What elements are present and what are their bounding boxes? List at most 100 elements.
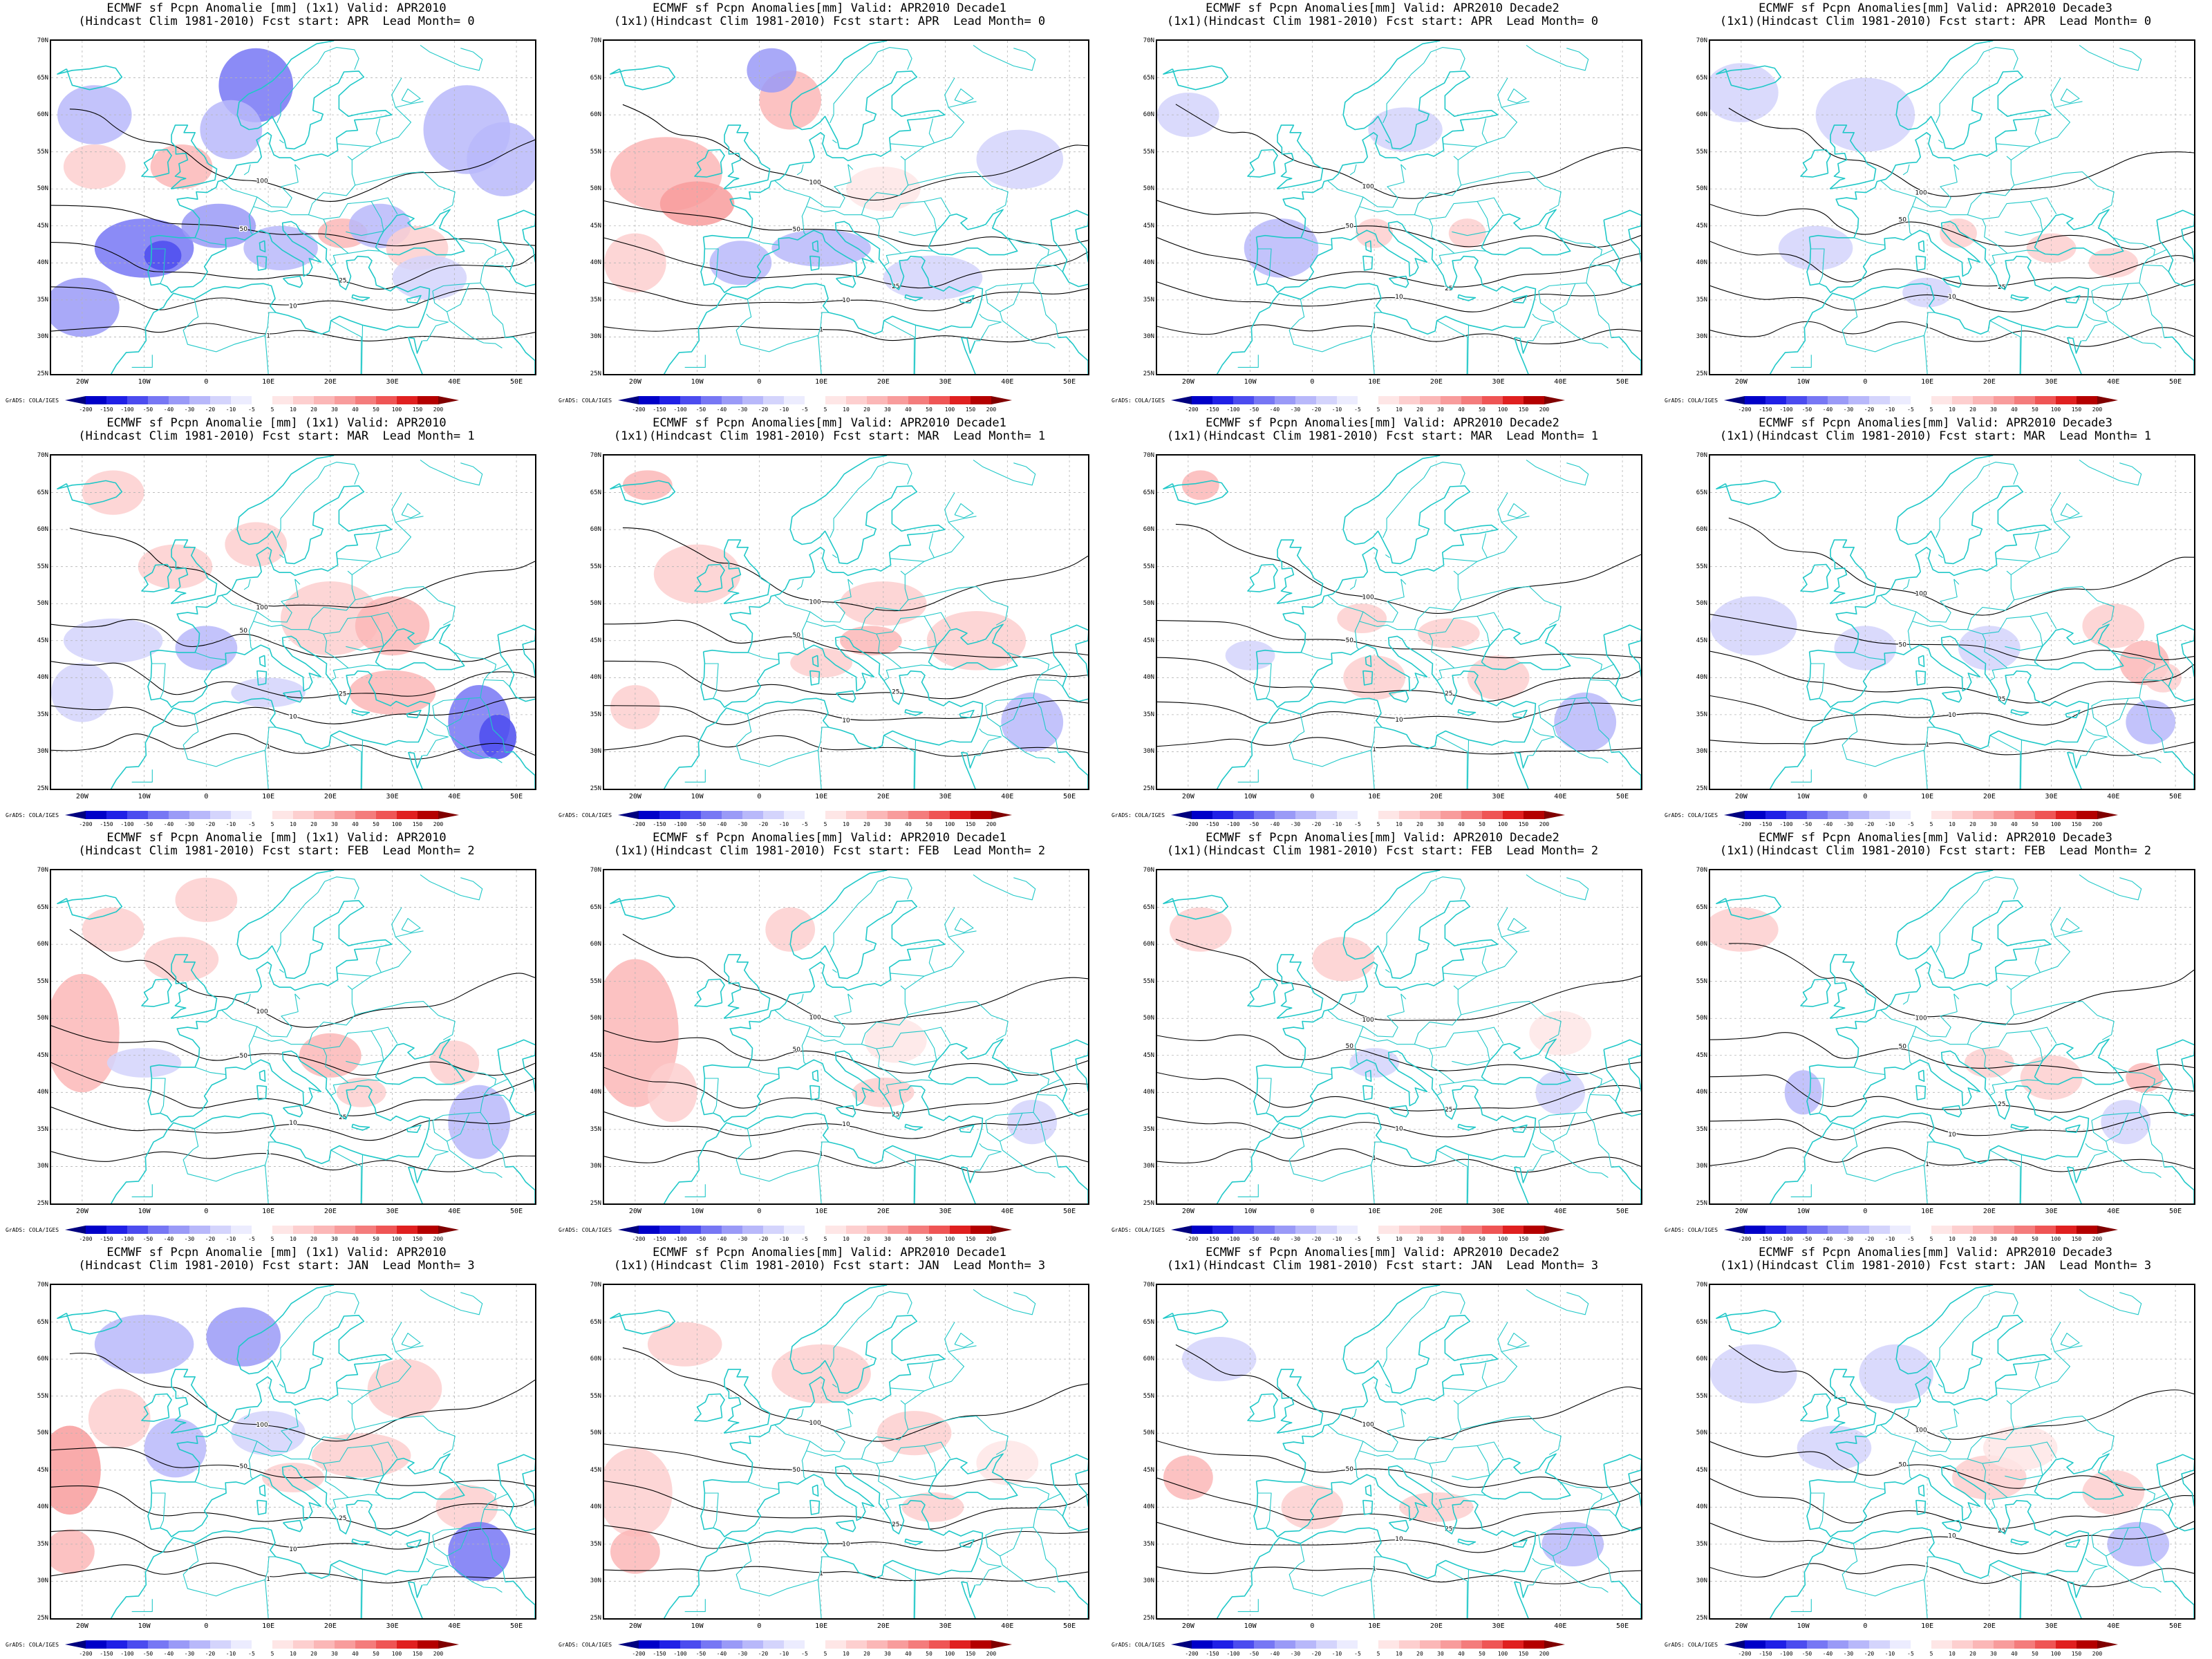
latitude-label: 65N [37,1318,48,1326]
contour-label: 10 [1395,1536,1403,1543]
country-border [1362,1408,1405,1452]
latitude-label: 50N [1696,1015,1707,1022]
country-border [256,993,299,1038]
country-border [276,881,326,953]
coastline [2156,209,2194,288]
colorbar-label: 20 [1969,1651,1976,1657]
colorbar-min-triangle [65,811,86,819]
country-border [883,735,915,789]
colorbar-labels: -200 -150 -100 -50 -40 -30 -20 -10 -5 5 10 20 30 40 50… [1106,1651,1659,1659]
colorbar-cell [1848,1640,1869,1649]
colorbar-label: -30 [737,406,748,413]
latitude-label: 35N [37,711,48,718]
latitude-label: 55N [590,977,601,985]
longitude-label: 0 [1863,793,1868,800]
colorbar-label: 200 [433,821,444,827]
colorbar-cell [127,1640,148,1649]
colorbar-label: 40 [905,821,912,827]
colorbar-cell [1254,1640,1275,1649]
country-border [1538,1120,1553,1142]
longitude-label: 20W [628,793,641,800]
colorbar-label: -150 [653,1236,666,1242]
colorbar-label: 200 [2092,1236,2103,1242]
contour-line [51,242,535,290]
colorbar-label: -5 [248,1236,255,1242]
negative-anomaly-area [2126,700,2176,744]
latitude-label: 40N [37,674,48,682]
longitude-label: 10W [691,793,704,800]
colorbar-cell [148,396,169,404]
longitude-label: 50E [1616,1622,1629,1630]
longitude-label: 20E [324,793,337,800]
coastline [1365,655,1372,668]
contour-line [51,205,535,247]
country-border [1553,1113,1609,1178]
longitude-label: 20W [1734,793,1747,800]
contour-label: 25 [1445,285,1452,292]
coastline [1809,456,2052,653]
coastline [1611,751,1641,789]
latitude-label: 25N [1143,371,1154,377]
coastline [2067,1166,2082,1203]
colorbar-cell [252,1226,272,1234]
country-border [494,664,508,671]
country-border [1327,594,1364,650]
colorbar-label: -5 [1354,1236,1361,1242]
latitude-label: 25N [590,371,601,377]
colorbar-cell [971,1226,991,1234]
country-border [1989,1082,2007,1096]
coastline [259,240,266,253]
colorbar-label: -150 [653,1651,666,1657]
colorbar-cell [418,396,438,404]
country-border [2091,705,2106,727]
coastline [1918,1484,1925,1497]
colorbar-label: -30 [184,1236,195,1242]
colorbar [1724,811,2118,819]
longitude-label: 50E [510,1208,523,1215]
longitude-label: 30E [1492,378,1505,386]
country-border [924,612,951,629]
colorbar [65,811,459,819]
country-border [330,320,362,374]
colorbar-cell [335,1226,355,1234]
coastline [150,456,393,653]
country-border [265,1556,276,1580]
country-border [861,615,937,646]
country-border [1586,1526,1612,1582]
latitude-label: 50N [37,1015,48,1022]
country-border [876,633,933,668]
coastline [1809,41,2052,238]
longitude-label: 50E [1063,1208,1076,1215]
country-border [2143,679,2169,687]
colorbar-cell [742,1640,763,1649]
country-border [1936,881,1985,953]
graticule [51,1285,535,1618]
coastline [1256,870,1499,1068]
colorbar-cell [825,811,846,819]
colorbar-cell [1275,811,1295,819]
map-area: 1 10 25 50 100 [603,1284,1089,1620]
colorbar-cell [1503,811,1524,819]
country-border [1327,180,1364,235]
panel-title: ECMWF sf Pcpn Anomalies[mm] Valid: APR20… [1206,831,1559,845]
graticule [604,41,1088,374]
country-border [830,466,879,538]
colorbar-label: 5 [270,406,274,413]
country-border [774,180,811,235]
colorbar-cell [805,811,825,819]
colorbar-label: 50 [2032,1236,2038,1242]
country-border [890,1387,925,1391]
coastlines [1716,41,2194,374]
latitude-label: 65N [1696,903,1707,911]
coastline [809,670,821,686]
coastline [1800,563,1831,592]
contour-label: 25 [339,691,346,697]
latitude-label: 35N [1143,1125,1154,1133]
coastline [1058,1165,1088,1203]
contour-label: 100 [256,1009,268,1015]
country-border [1600,1078,1614,1086]
colorbar-label: -40 [163,1236,174,1242]
grads-credit: GrADS: COLA/IGES [6,397,59,404]
coastline [259,655,266,668]
